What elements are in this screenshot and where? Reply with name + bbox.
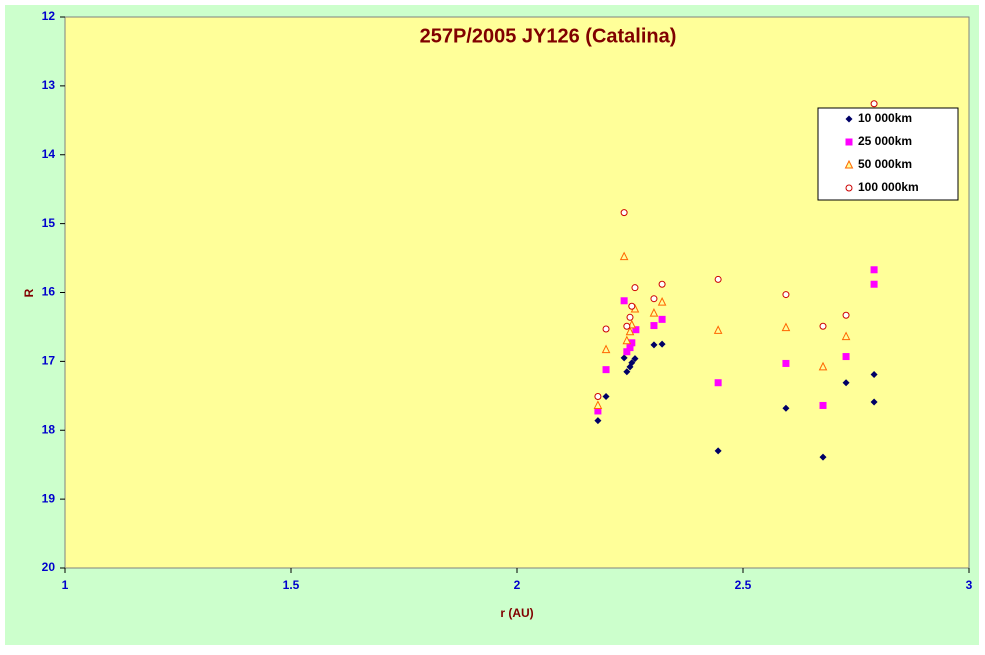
point [649,308,659,317]
point [602,325,610,333]
point [870,266,878,274]
y-tick-label: 17 [42,354,56,368]
point [845,138,853,146]
legend [817,107,959,201]
point [628,339,636,347]
point [714,447,722,455]
point [650,341,658,349]
point [626,344,634,352]
y-tick-label: 15 [42,216,56,230]
point [594,393,602,401]
point [713,325,723,334]
point [781,322,791,332]
point [631,355,639,363]
point [623,368,631,376]
point [818,361,828,371]
point [620,297,628,305]
y-tick-label: 13 [42,78,56,92]
point [623,348,631,356]
y-tick-label: 16 [42,285,56,299]
point [626,313,634,321]
legend-label: 10 000km [858,111,912,125]
point [658,315,666,323]
y-tick-label: 12 [42,9,56,23]
point [650,295,658,303]
point [620,354,628,362]
x-tick-label: 2 [514,578,521,592]
point [842,353,850,361]
point [625,326,635,336]
point [844,159,854,169]
point [782,291,790,299]
y-tick-label: 14 [42,147,56,161]
point [870,398,878,406]
y-axis-label: R [22,288,36,297]
plot-area [64,16,970,569]
point [714,379,722,387]
point [601,344,611,354]
point [631,284,639,292]
legend-label: 100 000km [858,180,919,194]
x-axis-label: r (AU) [500,606,533,620]
point [841,331,851,341]
point [819,401,827,409]
x-tick-label: 1.5 [283,578,300,592]
point [650,322,658,330]
point [845,115,853,123]
x-tick-label: 2.5 [735,578,752,592]
point [870,280,878,288]
point [782,404,790,412]
legend-label: 25 000km [858,134,912,148]
point [628,302,636,310]
point [593,400,603,409]
point [622,335,632,345]
point [714,275,722,283]
point [870,370,878,378]
point [594,407,602,415]
legend-label: 50 000km [858,157,912,171]
point [870,100,878,108]
point [658,280,666,288]
point [628,359,636,367]
point [623,322,631,330]
point [619,251,629,261]
x-tick-label: 3 [966,578,973,592]
point [658,340,666,348]
point [842,311,850,319]
point [819,322,827,330]
y-tick-label: 18 [42,422,56,436]
point [845,184,853,192]
chart-title: 257P/2005 JY126 (Catalina) [420,25,677,47]
point [620,209,628,217]
y-tick-label: 19 [42,491,56,505]
point [602,366,610,374]
point [632,326,640,334]
point [842,379,850,387]
y-tick-label: 20 [42,560,56,574]
point [657,297,667,306]
point [602,393,610,401]
x-tick-label: 1 [62,578,69,592]
point [819,453,827,461]
point [594,417,602,425]
point [782,359,790,367]
